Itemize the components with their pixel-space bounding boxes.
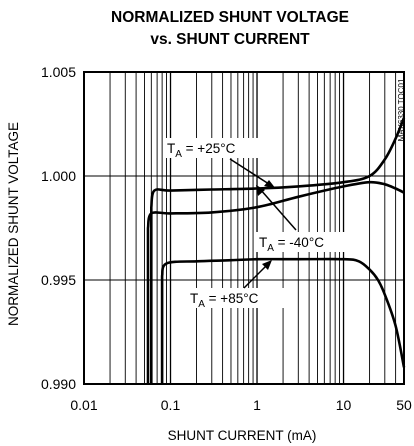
annotation-25c-suffix: = +25°C (182, 141, 236, 156)
annotation-85c-prefix: T (190, 291, 198, 306)
series-line-25c (150, 117, 406, 384)
annotation-85c-suffix: = +85°C (205, 291, 259, 306)
y-tick-label: 0.990 (41, 376, 76, 392)
y-tick-label: 1.005 (41, 64, 76, 80)
x-tick-label: 50 (396, 397, 412, 413)
y-tick-label: 0.995 (41, 272, 76, 288)
x-tick-label: 1 (253, 397, 261, 413)
x-tick-label: 0.01 (70, 397, 97, 413)
x-tick-label: 10 (336, 397, 352, 413)
annotation-85c: TA = +85°C (186, 260, 296, 310)
y-tick-label: 1.000 (41, 168, 76, 184)
annotation-minus40c-sub: A (267, 243, 274, 254)
x-axis-title: SHUNT CURRENT (mA) (168, 428, 317, 443)
annotation-85c-sub: A (198, 299, 205, 310)
x-tick-label: 0.1 (161, 397, 181, 413)
svg-text:TA = +25°C: TA = +25°C (167, 141, 236, 160)
watermark-text: MAX6330 TOC01 (397, 78, 406, 141)
x-tick-labels: 0.01 0.1 1 10 50 (70, 397, 412, 413)
series-line-85c (160, 257, 406, 384)
annotation-minus40c: TA = -40°C (255, 185, 359, 254)
annotation-minus40c-suffix: = -40°C (274, 235, 324, 250)
annotation-25c-sub: A (175, 149, 182, 160)
chart-title-line2: vs. SHUNT CURRENT (150, 31, 310, 48)
svg-text:TA = +85°C: TA = +85°C (190, 291, 259, 310)
y-axis-title: NORMALIZED SHUNT VOLTAGE (6, 122, 21, 326)
plot-frame (83, 71, 405, 385)
series-line-minus40c (146, 180, 405, 384)
y-tick-labels: 1.005 1.000 0.995 0.990 (41, 64, 76, 392)
annotation-minus40c-prefix: T (259, 235, 267, 250)
chart-title-line1: NORMALIZED SHUNT VOLTAGE (111, 9, 349, 26)
annotation-25c-prefix: T (167, 141, 175, 156)
grid-lines (84, 71, 404, 385)
data-series (146, 117, 406, 384)
svg-text:TA = -40°C: TA = -40°C (259, 235, 324, 254)
annotation-25c: TA = +25°C (163, 138, 276, 189)
